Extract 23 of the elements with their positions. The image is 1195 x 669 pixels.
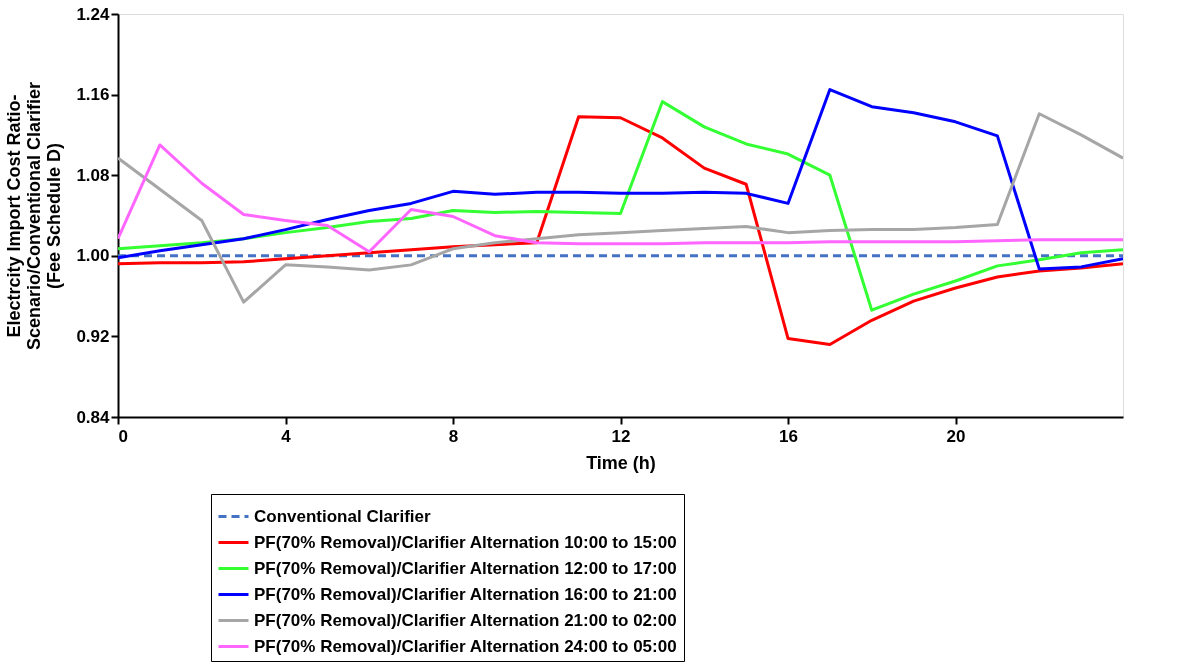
x-tick-label: 8 xyxy=(448,426,459,446)
y-tick-label: 1.08 xyxy=(76,165,110,185)
y-tick-label: 1.00 xyxy=(76,246,110,266)
y-tick-label: 0.92 xyxy=(76,326,110,346)
legend-label: Conventional Clarifier xyxy=(254,506,432,526)
line-series xyxy=(118,88,1123,271)
y-axis-title: Electrcity Import Cost Ratio- Scenario/Conventional Clarifier (Fee Schedule D) xyxy=(4,81,65,351)
legend-label: PF(70% Removal)/Clarifier Alternation 24:00 to 05:00 xyxy=(254,636,677,656)
legend-label: PF(70% Removal)/Clarifier Alternation 16:00 to 21:00 xyxy=(254,584,677,604)
legend-label: PF(70% Removal)/Clarifier Alternation 10:00 to 15:00 xyxy=(254,532,677,552)
x-tick-label: 12 xyxy=(611,426,631,446)
x-tick-label: 16 xyxy=(779,426,798,446)
x-tick-label: 20 xyxy=(946,426,966,446)
y-tick-label: 0.84 xyxy=(76,407,111,427)
legend-label: PF(70% Removal)/Clarifier Alternation 12:00 to 17:00 xyxy=(254,558,677,578)
y-tick-label: 1.24 xyxy=(76,4,111,24)
y-tick-label: 1.16 xyxy=(76,85,110,105)
line-series xyxy=(118,115,1123,346)
x-axis-title: Time (h) xyxy=(586,452,656,473)
x-tick-label: 0 xyxy=(118,426,128,446)
x-tick-label: 4 xyxy=(281,426,292,446)
legend-label: PF(70% Removal)/Clarifier Alternation 21:00 to 02:00 xyxy=(254,610,677,630)
line-series xyxy=(118,143,1123,254)
